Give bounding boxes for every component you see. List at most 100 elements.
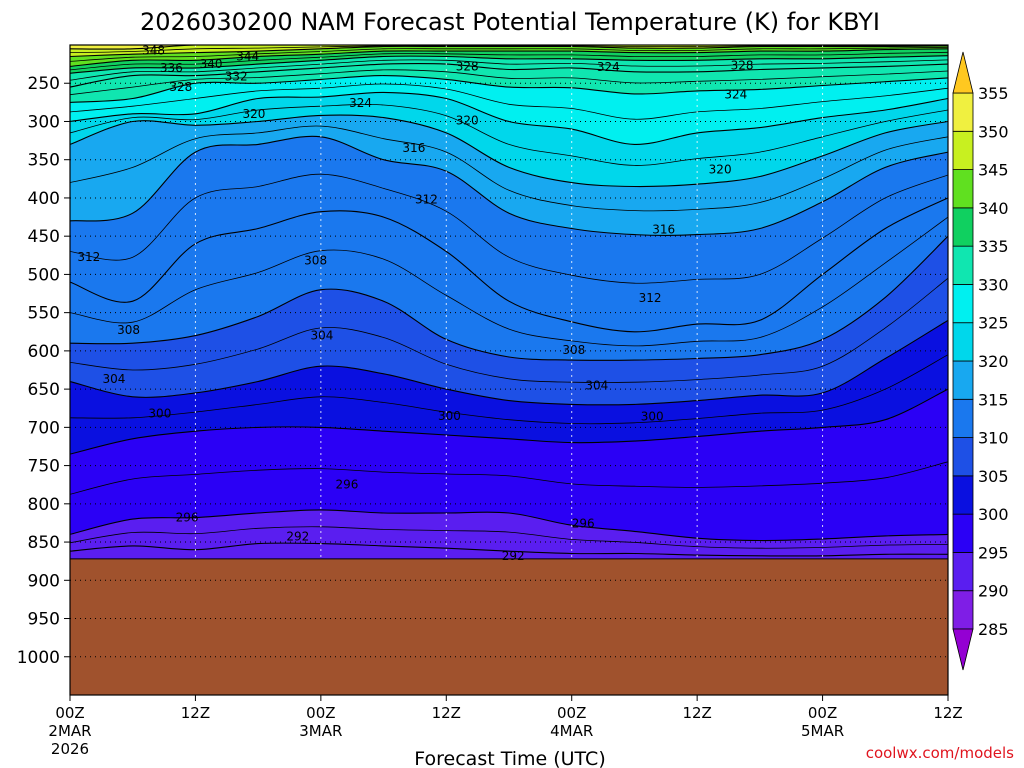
contour-label: 324 <box>597 60 620 74</box>
contour-labels: 348 344 340 336 332 328 328 324 328 324 324 320 320 3… <box>77 43 754 563</box>
contour-label: 328 <box>169 80 192 94</box>
contour-label: 308 <box>562 343 585 357</box>
y-tick-label: 750 <box>28 457 60 477</box>
x-axis-label: Forecast Time (UTC) <box>414 748 605 768</box>
contour-296 <box>70 509 948 542</box>
contour-330 <box>70 69 948 96</box>
colorbar-label: 355 <box>978 84 1009 103</box>
colorbar-label: 300 <box>978 505 1009 524</box>
contour-label: 340 <box>200 57 223 71</box>
contour-label: 304 <box>102 372 125 386</box>
contour-label: 312 <box>77 250 100 264</box>
y-tick-label: 450 <box>28 227 60 247</box>
contour-306 <box>70 277 948 384</box>
credit-text: coolwx.com/models <box>866 744 1014 762</box>
contour-label: 324 <box>724 88 747 102</box>
contour-label: 328 <box>456 59 479 73</box>
contour-314 <box>70 173 948 284</box>
y-tick-label: 250 <box>28 74 60 94</box>
y-axis: 250 300 350 400 450 500 550 600 650 700 750 800 850 9… <box>17 74 70 668</box>
contour-300 <box>70 388 948 455</box>
contour-342 <box>70 46 948 62</box>
contour-308 <box>70 235 948 361</box>
x-tick-label: 12Z <box>181 704 210 722</box>
colorbar-swatch <box>952 322 974 362</box>
contour-label: 332 <box>225 69 248 83</box>
plot-frame <box>69 44 949 696</box>
colorbar-label: 285 <box>978 620 1009 639</box>
contour-label: 316 <box>402 141 425 155</box>
y-tick-label: 400 <box>28 189 60 209</box>
colorbar-swatch <box>952 513 974 553</box>
contour-298 <box>70 461 948 495</box>
y-tick-label: 800 <box>28 495 60 515</box>
colorbar-label: 315 <box>978 390 1009 409</box>
contour-label: 308 <box>117 323 140 337</box>
contour-label: 336 <box>160 61 183 75</box>
contour-294 <box>70 526 948 549</box>
x-tick-label: 00Z <box>306 704 335 722</box>
contour-label: 300 <box>641 410 664 424</box>
x-day-label: 3MAR <box>299 722 342 740</box>
colorbar-label: 325 <box>978 314 1009 333</box>
x-year-label: 2026 <box>51 740 89 758</box>
y-tick-label: 350 <box>28 151 60 171</box>
contour-302 <box>70 354 948 425</box>
y-tick-label: 600 <box>28 342 60 362</box>
x-tick-label: 12Z <box>432 704 461 722</box>
contour-label: 344 <box>236 49 259 63</box>
contour-340 <box>70 48 948 67</box>
y-tick-label: 550 <box>28 304 60 324</box>
contour-label: 292 <box>502 549 525 563</box>
colorbar-swatch <box>952 398 974 438</box>
x-tick-label: 12Z <box>682 704 711 722</box>
contour-346 <box>70 45 948 53</box>
contour-label: 320 <box>243 107 266 121</box>
contour-label: 320 <box>456 114 479 128</box>
contour-label: 296 <box>336 478 359 492</box>
contour-label: 316 <box>652 222 675 236</box>
colorbar-swatch <box>952 552 974 592</box>
contour-label: 324 <box>349 96 372 110</box>
y-tick-label: 900 <box>28 571 60 591</box>
colorbar-min-arrow <box>952 628 974 671</box>
contour-label: 312 <box>415 192 438 206</box>
contour-292 <box>70 542 948 557</box>
contour-322 <box>70 103 948 166</box>
y-tick-label: 950 <box>28 610 60 630</box>
contour-label: 292 <box>286 530 309 544</box>
contour-label: 320 <box>709 163 732 177</box>
y-tick-label: 1000 <box>17 648 60 668</box>
contour-316 <box>70 135 948 236</box>
colorbar-label: 330 <box>978 275 1009 294</box>
colorbar-label: 295 <box>978 543 1009 562</box>
colorbar-label: 305 <box>978 467 1009 486</box>
contour-334 <box>70 59 948 81</box>
contour-label: 328 <box>731 59 754 73</box>
y-tick-label: 300 <box>28 112 60 132</box>
x-day-label: 5MAR <box>801 722 844 740</box>
x-tick-label: 00Z <box>808 704 837 722</box>
x-tick-label: 12Z <box>933 704 962 722</box>
contour-label: 300 <box>438 409 461 423</box>
y-tick-label: 650 <box>28 380 60 400</box>
ground-mask <box>70 558 948 695</box>
theta-fill-layers <box>70 45 948 695</box>
contour-324 <box>70 91 948 145</box>
x-tick-label: 00Z <box>557 704 586 722</box>
colorbar-swatch <box>952 130 974 170</box>
contour-label: 304 <box>585 378 608 392</box>
contour-label: 296 <box>176 511 199 525</box>
colorbar-label: 340 <box>978 199 1009 218</box>
contour-label: 348 <box>142 43 165 57</box>
contour-312 <box>70 197 948 333</box>
y-tick-label: 500 <box>28 265 60 285</box>
contour-332 <box>70 62 948 88</box>
colorbar-swatch <box>952 360 974 400</box>
contour-304 <box>70 319 948 406</box>
x-tick-label: 00Z <box>55 704 84 722</box>
contour-328 <box>70 75 948 103</box>
colorbar-label: 290 <box>978 582 1009 601</box>
